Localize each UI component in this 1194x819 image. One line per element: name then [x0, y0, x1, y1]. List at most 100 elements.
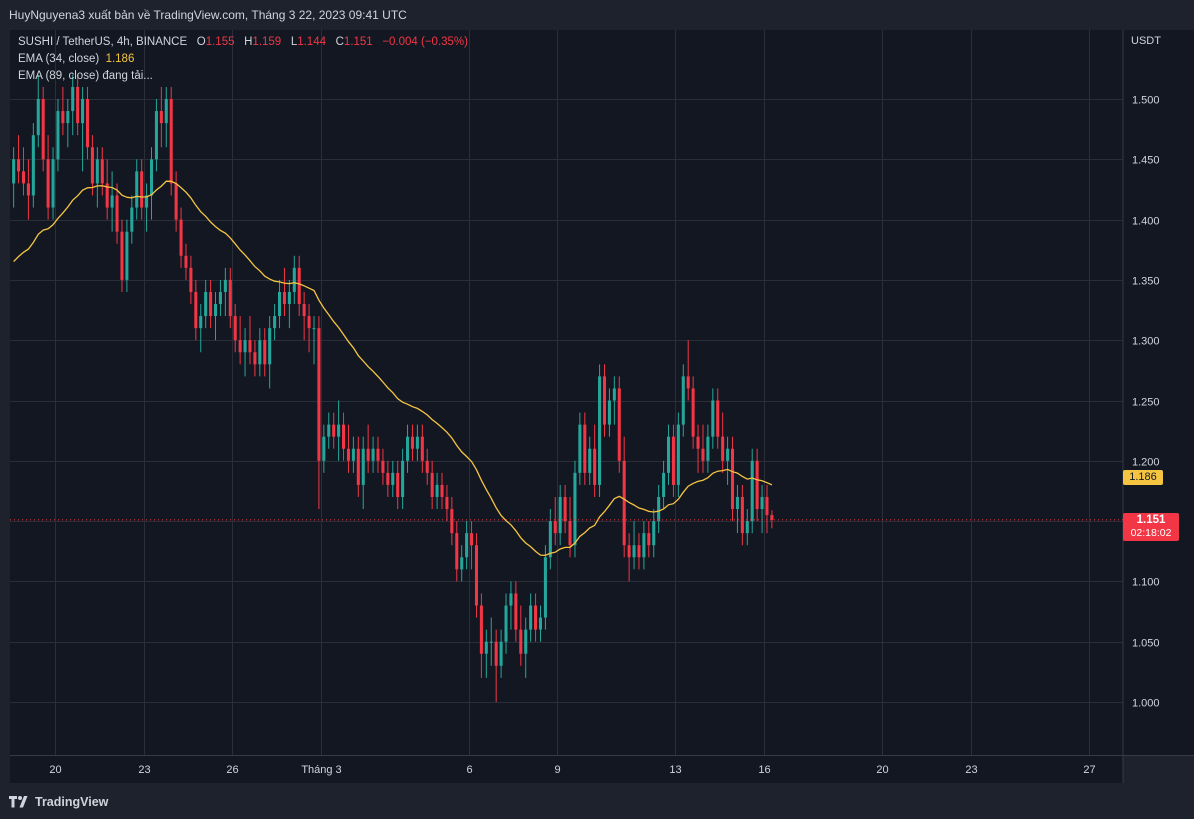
- ema-34-line: [13, 180, 773, 556]
- ema89-row[interactable]: EMA (89, close) đang tải...: [18, 68, 468, 85]
- time-tick-label: 27: [1083, 764, 1095, 776]
- candle-body: [31, 135, 35, 196]
- candle-body: [218, 291, 222, 305]
- candle-body: [479, 605, 483, 654]
- candle-body: [435, 484, 439, 497]
- last-price-value: 1.151: [1136, 513, 1166, 526]
- price-tick-label: 1.400: [1132, 216, 1160, 228]
- time-tick-label: 16: [758, 764, 770, 776]
- time-tick-label: 23: [138, 764, 150, 776]
- candle-body: [460, 557, 464, 570]
- time-tick-label: Tháng 3: [301, 764, 341, 776]
- time-tick-label: 9: [554, 764, 560, 776]
- candle-body: [95, 159, 99, 184]
- symbol-title[interactable]: SUSHI / TetherUS, 4h, BINANCE: [18, 36, 188, 48]
- price-tick-label: 1.300: [1132, 336, 1160, 348]
- candle-body: [730, 448, 735, 510]
- candle-body: [17, 159, 21, 172]
- candle-body: [445, 496, 449, 510]
- candle-body: [721, 436, 725, 461]
- candle-body: [322, 436, 326, 461]
- change-value: −0.004 (−0.35%): [382, 36, 468, 48]
- candle-body: [71, 86, 75, 112]
- candle-body: [706, 436, 710, 461]
- time-axis-labels: 20 23 26 Tháng 3 6 9 13 16 20 23 27: [49, 764, 1095, 776]
- candle-body: [484, 641, 488, 654]
- candle-body: [745, 521, 749, 534]
- candle-body: [632, 545, 636, 558]
- candle-body: [140, 171, 144, 208]
- candle-body: [135, 171, 139, 208]
- candle-body: [164, 99, 168, 124]
- candle-body: [406, 436, 410, 461]
- candle-body: [750, 460, 754, 522]
- candle-body: [504, 605, 508, 642]
- bar-countdown: 02:18:02: [1130, 526, 1172, 539]
- candle-body: [351, 448, 355, 461]
- close-label: C: [335, 36, 344, 48]
- ema34-row[interactable]: EMA (34, close) 1.186: [18, 51, 468, 68]
- ema-34-path: [13, 180, 773, 556]
- chart-background: [10, 30, 1123, 755]
- candle-body: [538, 617, 543, 630]
- candle-body: [174, 183, 178, 220]
- candle-body: [26, 183, 30, 196]
- candle-body: [726, 448, 730, 461]
- candle-body: [765, 496, 769, 516]
- candle-body: [282, 291, 286, 305]
- price-tick-label: 1.450: [1132, 155, 1160, 167]
- candle-body: [209, 291, 213, 317]
- candle-body: [415, 436, 419, 449]
- candle-body: [81, 99, 85, 124]
- high-value: 1.159: [252, 36, 282, 48]
- candle-body: [277, 291, 282, 317]
- candle-body: [189, 267, 193, 292]
- candle-body: [376, 448, 380, 461]
- candle-body: [627, 545, 631, 558]
- candle-body: [21, 171, 26, 184]
- candle-body: [41, 99, 45, 160]
- open-label: O: [196, 36, 206, 48]
- candle-body: [499, 641, 503, 666]
- candle-body: [410, 436, 414, 449]
- candle-body: [76, 86, 80, 124]
- candle-body: [258, 340, 262, 365]
- candle-body: [213, 304, 218, 317]
- candle-body: [622, 460, 626, 546]
- candle-body: [716, 400, 720, 437]
- candle-body: [563, 496, 567, 522]
- candle-body: [593, 448, 597, 485]
- candle-body: [46, 159, 50, 208]
- candle-body: [85, 99, 90, 148]
- candle-body: [120, 231, 124, 280]
- candle-body: [455, 533, 459, 570]
- candle-body: [494, 641, 498, 666]
- price-tick-label: 1.200: [1132, 457, 1160, 469]
- candle-body: [184, 255, 188, 268]
- candle-body: [430, 472, 434, 497]
- candle-body: [474, 545, 479, 606]
- candle-body: [204, 291, 208, 317]
- tradingview-logo-text: TradingView: [35, 795, 109, 809]
- candle-body: [465, 533, 469, 558]
- candle-body: [598, 376, 602, 485]
- candle-body: [588, 448, 592, 473]
- candle-body: [356, 448, 360, 485]
- time-tick-label: 20: [876, 764, 888, 776]
- candle-body: [578, 424, 582, 473]
- candle-body: [450, 509, 454, 534]
- candle-body: [169, 99, 173, 184]
- candle-body: [253, 352, 257, 365]
- price-tick-label: 1.000: [1132, 698, 1160, 710]
- candle-body: [56, 111, 60, 160]
- tradingview-logo[interactable]: TradingView: [9, 793, 108, 811]
- candle-body: [548, 521, 552, 558]
- candle-body: [524, 629, 528, 654]
- candle-body: [149, 159, 154, 196]
- time-tick-label: 20: [49, 764, 61, 776]
- candle-body: [100, 159, 104, 184]
- ema34-label: EMA (34, close): [18, 53, 100, 65]
- candle-body: [228, 279, 232, 317]
- candle-body: [194, 291, 198, 329]
